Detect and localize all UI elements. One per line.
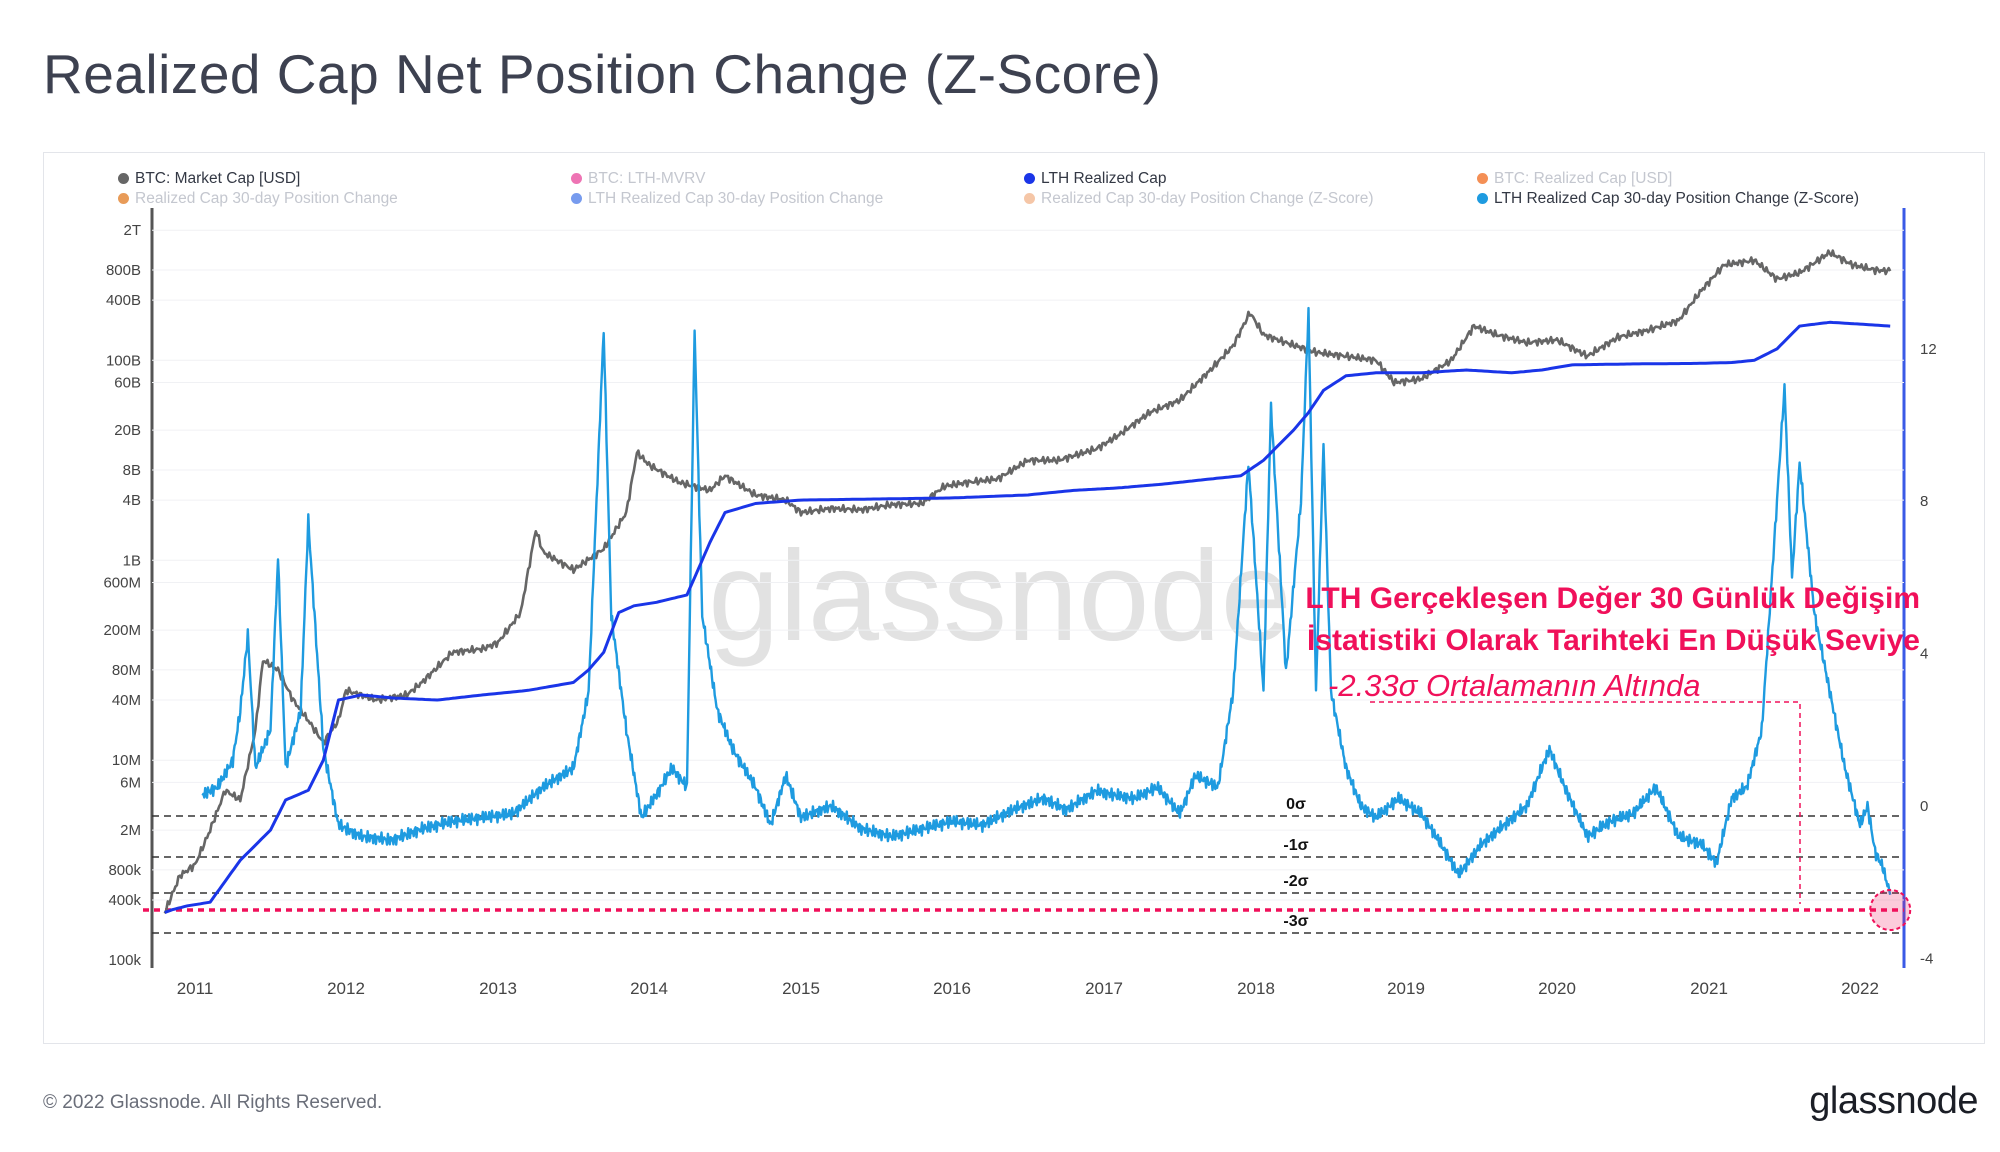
market-cap-line [163, 249, 1892, 914]
sigma-label: 0σ [1286, 796, 1306, 813]
x-tick-label: 2020 [1538, 979, 1576, 998]
left-tick-label: 8B [123, 462, 141, 479]
legend-item[interactable]: BTC: LTH-MVRV [571, 170, 705, 188]
legend-item[interactable]: Realized Cap 30-day Position Change [118, 190, 398, 208]
x-tick-label: 2022 [1841, 979, 1879, 998]
left-tick-label: 6M [120, 774, 141, 791]
left-tick-label: 100B [106, 352, 141, 369]
left-tick-label: 1B [123, 552, 141, 569]
legend-swatch-icon [571, 173, 582, 184]
chart-frame [43, 152, 1985, 1044]
left-tick-label: 100k [108, 952, 141, 969]
left-tick-label: 2M [120, 822, 141, 839]
legend-swatch-icon [118, 173, 129, 184]
legend-item[interactable]: LTH Realized Cap [1024, 170, 1167, 188]
annotation-line-3: -2.33σ Ortalamanın Altında [1328, 668, 1701, 703]
left-tick-label: 40M [112, 692, 141, 709]
x-tick-label: 2016 [933, 979, 971, 998]
right-tick-label: 12 [1920, 341, 1937, 358]
legend-label: Realized Cap 30-day Position Change (Z-S… [1041, 190, 1374, 207]
x-tick-label: 2019 [1387, 979, 1425, 998]
left-axis: 2T 800B 400B 100B 60B 20B 8B 4B 1B 600M 200M 80M 40M… [103, 222, 141, 969]
legend-swatch-icon [118, 193, 129, 204]
annotation-group: LTH Gerçekleşen Değer 30 Günlük Değişim İ… [1305, 582, 1920, 931]
legend-label: LTH Realized Cap [1041, 170, 1167, 187]
left-tick-label: 2T [123, 222, 141, 239]
left-tick-label: 10M [112, 752, 141, 769]
page-title: Realized Cap Net Position Change (Z-Scor… [43, 43, 1162, 105]
legend-label: BTC: Market Cap [USD] [135, 170, 301, 187]
series-group [163, 249, 1892, 914]
right-tick-label: 4 [1920, 646, 1928, 663]
legend-item[interactable]: BTC: Market Cap [USD] [118, 170, 300, 188]
x-axis: 2011 2012 2013 2014 2015 2016 2017 2018 2019 2020… [177, 979, 1879, 998]
x-tick-label: 2012 [327, 979, 365, 998]
left-tick-label: 400B [106, 292, 141, 309]
sigma-label: -3σ [1283, 913, 1308, 930]
x-tick-label: 2021 [1690, 979, 1728, 998]
legend-item[interactable]: BTC: Realized Cap [USD] [1477, 170, 1672, 188]
low-point-marker [1869, 889, 1912, 931]
left-tick-label: 800k [108, 862, 141, 879]
watermark: glassnode [708, 525, 1292, 668]
left-tick-label: 60B [114, 374, 141, 391]
glassnode-logo: glassnode [1809, 1080, 1978, 1122]
left-tick-label: 200M [103, 622, 141, 639]
x-tick-label: 2018 [1237, 979, 1275, 998]
right-tick-label: 8 [1920, 493, 1928, 510]
left-tick-label: 20B [114, 422, 141, 439]
lth-zscore-line [201, 306, 1892, 896]
lth-realized-cap-line [164, 320, 1891, 914]
legend-swatch-icon [1477, 193, 1488, 204]
sigma-label: -2σ [1283, 873, 1308, 890]
legend-swatch-icon [1024, 173, 1035, 184]
left-tick-label: 800B [106, 262, 141, 279]
right-tick-label: -4 [1920, 950, 1933, 967]
left-tick-label: 600M [103, 574, 141, 591]
left-tick-label: 4B [123, 492, 141, 509]
x-tick-label: 2015 [782, 979, 820, 998]
annotation-line-2: İstatistiki Olarak Tarihteki En Düşük Se… [1307, 624, 1920, 657]
legend-item[interactable]: Realized Cap 30-day Position Change (Z-S… [1024, 190, 1374, 208]
legend-label: LTH Realized Cap 30-day Position Change [588, 190, 884, 207]
legend-swatch-icon [1024, 193, 1035, 204]
left-tick-label: 400k [108, 892, 141, 909]
legend-label: BTC: LTH-MVRV [588, 170, 706, 187]
annotation-connector [1370, 701, 1801, 904]
left-tick-label: 80M [112, 662, 141, 679]
legend-swatch-icon [571, 193, 582, 204]
sigma-label: -1σ [1283, 837, 1308, 854]
right-tick-label: 0 [1920, 798, 1928, 815]
copyright-text: © 2022 Glassnode. All Rights Reserved. [43, 1092, 383, 1113]
x-tick-label: 2013 [479, 979, 517, 998]
legend-label: Realized Cap 30-day Position Change [135, 190, 398, 207]
legend-swatch-icon [1477, 173, 1488, 184]
right-axis: 12 8 4 0 -4 [1920, 341, 1937, 968]
legend-item[interactable]: LTH Realized Cap 30-day Position Change [571, 190, 883, 208]
x-tick-label: 2011 [177, 979, 214, 998]
legend-label: BTC: Realized Cap [USD] [1494, 170, 1673, 187]
grid [150, 208, 1906, 968]
legend-item[interactable]: LTH Realized Cap 30-day Position Change … [1477, 190, 1859, 208]
x-tick-label: 2014 [630, 979, 668, 998]
legend-label: LTH Realized Cap 30-day Position Change … [1494, 190, 1859, 207]
annotation-line-1: LTH Gerçekleşen Değer 30 Günlük Değişim [1305, 582, 1920, 615]
sigma-lines: 0σ -1σ -2σ -3σ [143, 796, 1904, 934]
x-tick-label: 2017 [1085, 979, 1123, 998]
